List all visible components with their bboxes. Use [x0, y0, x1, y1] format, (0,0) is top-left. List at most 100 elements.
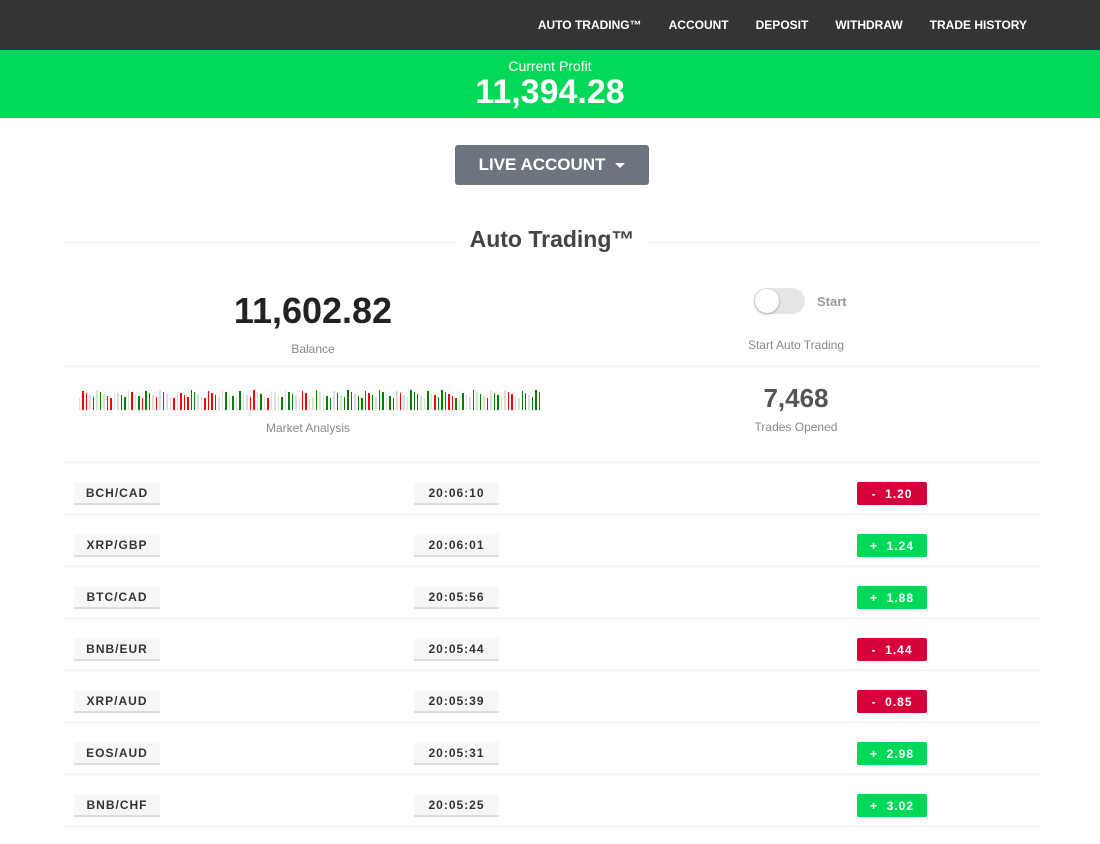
market-bar — [525, 393, 527, 410]
balance-block: 11,602.82 Balance — [108, 290, 518, 356]
market-bar — [368, 393, 370, 410]
section-title-wrap: Auto Trading™ — [64, 226, 1040, 253]
market-bar — [413, 392, 415, 410]
market-bar — [141, 398, 144, 410]
market-bar — [514, 396, 517, 410]
balance-label: Balance — [291, 342, 335, 356]
market-bar — [518, 398, 520, 410]
market-bar — [152, 395, 154, 410]
balance-value: 11,602.82 — [233, 290, 393, 331]
market-bar — [249, 397, 252, 410]
market-bar — [92, 397, 95, 410]
market-bar — [329, 398, 332, 410]
market-bar — [531, 397, 534, 410]
market-bar — [166, 394, 168, 410]
market-bar — [322, 394, 325, 410]
market-bar — [162, 392, 165, 410]
market-bar — [375, 397, 377, 410]
trade-pair: BCH/CAD — [74, 482, 160, 505]
market-bar — [246, 395, 248, 410]
profit-banner: Current Profit 11,394.28 — [0, 50, 1100, 118]
market-bar — [472, 390, 475, 410]
market-bar — [535, 390, 537, 410]
market-bar — [267, 398, 269, 410]
market-bar — [385, 394, 388, 410]
market-bar — [103, 394, 105, 410]
account-type-dropdown[interactable]: LIVE ACCOUNT — [455, 145, 649, 185]
market-bar — [406, 397, 409, 410]
market-bar — [333, 391, 335, 410]
market-bar — [511, 394, 513, 410]
toggle-label: Start — [817, 293, 847, 309]
nav-account[interactable]: ACCOUNT — [668, 18, 729, 32]
market-bar — [403, 395, 405, 410]
market-bar — [204, 398, 206, 410]
market-bar — [430, 393, 433, 410]
market-bar — [486, 398, 489, 410]
market-bar — [200, 396, 203, 410]
market-bar — [305, 393, 307, 410]
market-bar — [197, 394, 199, 410]
market-bar — [190, 390, 192, 410]
market-bar — [113, 391, 116, 410]
auto-trading-toggle[interactable] — [754, 288, 805, 314]
market-bar — [497, 395, 499, 410]
market-bar — [458, 391, 461, 410]
market-bar — [124, 397, 126, 410]
trade-change: + 1.24 — [857, 534, 927, 557]
market-bar — [396, 391, 398, 410]
toggle-knob — [755, 289, 779, 313]
caret-down-icon — [615, 162, 626, 168]
market-bar — [187, 397, 189, 410]
market-bar — [176, 391, 179, 410]
auto-trading-toggle-group: Start — [754, 288, 847, 314]
market-bar — [427, 391, 429, 410]
nav-trade-history[interactable]: TRADE HISTORY — [929, 18, 1027, 32]
market-bar — [504, 390, 506, 410]
nav-auto-trading[interactable]: AUTO TRADING™ — [537, 18, 642, 32]
market-bar — [85, 393, 88, 410]
trade-change: - 0.85 — [857, 690, 927, 713]
trade-pair: XRP/GBP — [74, 534, 160, 557]
trade-row: BCH/CAD 20:06:10 - 1.20 — [64, 463, 1040, 515]
market-bar — [444, 392, 447, 410]
market-bar — [99, 392, 102, 410]
trade-row: EOS/AUD 20:05:31 + 2.98 — [64, 723, 1040, 775]
trade-row: XRP/GBP 20:06:01 + 1.24 — [64, 515, 1040, 567]
market-bar — [207, 391, 210, 410]
trade-pair: BTC/CAD — [74, 586, 160, 609]
market-bar — [131, 392, 133, 410]
market-bar — [281, 397, 283, 410]
market-bar — [228, 394, 231, 410]
market-bar — [302, 391, 304, 410]
market-bar — [361, 398, 363, 410]
market-bar — [180, 393, 182, 410]
market-bar — [343, 397, 346, 410]
market-bar — [145, 391, 147, 410]
top-nav: AUTO TRADING™ ACCOUNT DEPOSIT WITHDRAW T… — [0, 0, 1100, 50]
nav-deposit[interactable]: DEPOSIT — [755, 18, 809, 32]
market-bar — [371, 395, 374, 410]
market-bar — [120, 395, 123, 410]
market-bar — [169, 396, 172, 410]
trades-opened-value: 7,468 — [763, 383, 829, 413]
market-bar — [148, 393, 151, 410]
market-bar — [423, 398, 426, 410]
market-analysis-bars — [79, 386, 541, 410]
trade-change: + 3.02 — [857, 794, 927, 817]
market-bar — [183, 395, 186, 410]
trade-change: - 1.20 — [857, 482, 927, 505]
market-bar — [350, 392, 353, 410]
market-bar — [127, 390, 130, 410]
market-bar — [455, 398, 457, 410]
nav-withdraw[interactable]: WITHDRAW — [835, 18, 903, 32]
market-bar — [340, 395, 342, 410]
market-bar — [437, 397, 440, 410]
market-bar — [308, 395, 311, 410]
trade-pair: XRP/AUD — [74, 690, 160, 713]
market-bar — [256, 392, 259, 410]
market-bar — [214, 395, 217, 410]
trade-time: 20:05:25 — [414, 794, 499, 817]
market-bar — [521, 391, 523, 410]
market-bar — [319, 392, 321, 410]
